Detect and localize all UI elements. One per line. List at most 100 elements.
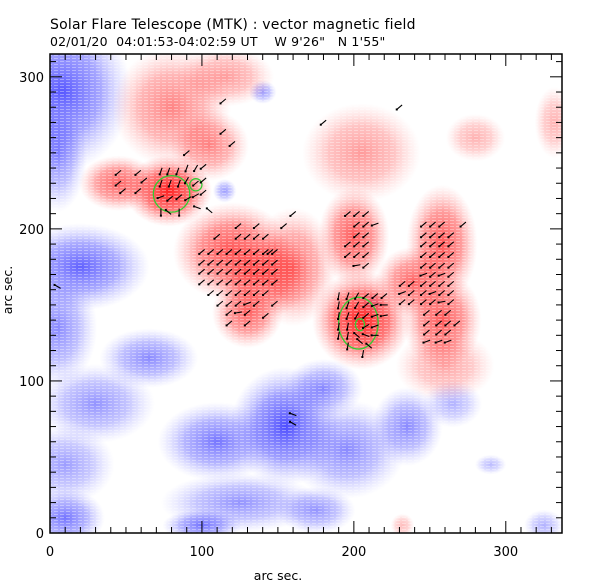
field-vector-head [234, 227, 237, 230]
field-vector [371, 324, 379, 328]
position-west: W 9'26" [274, 34, 326, 49]
field-vector-head [361, 356, 364, 359]
field-vector-head [398, 284, 401, 287]
axis-ticks [49, 54, 562, 534]
field-vector-head [228, 144, 231, 147]
field-vector [193, 164, 199, 172]
field-vector [193, 205, 201, 210]
field-vector-head [198, 272, 201, 275]
field-vector-head [345, 307, 348, 310]
field-vector-head [175, 198, 178, 201]
field-vector-head [447, 266, 450, 269]
field-vector-head [234, 293, 237, 296]
x-tick-label: 300 [493, 545, 518, 560]
field-vector-head [352, 264, 355, 267]
field-vector-head [252, 272, 255, 275]
field-vector [289, 412, 297, 417]
field-vector-head [420, 255, 423, 258]
field-vector-head [447, 293, 450, 296]
field-vector [371, 222, 379, 227]
field-vector-head [429, 236, 432, 239]
field-vector-head [243, 324, 246, 327]
field-vector-head [346, 328, 349, 331]
field-vector-head [225, 324, 228, 327]
field-vector-head [435, 333, 438, 336]
field-vector-head [225, 252, 228, 255]
field-vector-head [438, 284, 441, 287]
field-vector [438, 272, 446, 277]
field-vector-head [225, 313, 228, 316]
scanline-texture [50, 54, 562, 533]
field-vector [346, 292, 350, 300]
field-vector-head [447, 275, 450, 278]
field-vector-head [166, 173, 169, 176]
field-vector [337, 322, 340, 330]
field-vector-head [225, 304, 228, 307]
field-vector [362, 333, 370, 338]
field-vector-head [158, 185, 161, 188]
field-vector [371, 303, 379, 307]
field-vector-head [370, 305, 373, 308]
field-vector-head [353, 225, 356, 228]
field-vector-head [252, 293, 255, 296]
field-vector-head [166, 199, 169, 202]
field-vector [429, 291, 437, 295]
field-vector-head [443, 341, 446, 344]
field-vector-head [398, 303, 401, 306]
y-tick-label: 300 [19, 71, 44, 86]
field-vector-head [183, 154, 186, 157]
field-vector-head [444, 333, 447, 336]
field-vector-head [234, 263, 237, 266]
field-vector [185, 164, 189, 172]
field-vector-head [199, 167, 202, 170]
field-vector [157, 195, 165, 199]
field-vector [346, 301, 350, 309]
field-vector-head [176, 185, 179, 188]
field-vector-head [198, 252, 201, 255]
field-vector [361, 350, 365, 358]
field-vector-head [437, 301, 440, 304]
field-vector [337, 312, 340, 320]
field-vector-head [262, 272, 265, 275]
field-vector-head [262, 293, 265, 296]
field-vector [54, 284, 61, 289]
field-vector-head [198, 263, 201, 266]
x-axis-tick-labels: 0 100 200 300 [46, 545, 518, 560]
field-vector-head [453, 324, 456, 327]
field-vector-head [353, 245, 356, 248]
field-vector-head [289, 420, 292, 423]
field-vector [337, 292, 340, 300]
field-vector [177, 179, 181, 187]
field-vector-head [354, 306, 357, 309]
field-vector-head [199, 181, 202, 184]
field-vector-head [134, 173, 137, 176]
field-vector-head [243, 283, 246, 286]
field-vector [346, 342, 349, 350]
field-vector-head [344, 255, 347, 258]
field-contour [189, 178, 203, 192]
field-vector-head [252, 237, 255, 240]
field-vector-head [346, 348, 349, 351]
plot-frame [49, 53, 563, 534]
field-vector-head [225, 272, 228, 275]
field-vector-head [353, 214, 356, 217]
field-vector [371, 313, 379, 318]
field-vector-head [243, 237, 246, 240]
field-vector-head [420, 225, 423, 228]
field-vector-head [438, 266, 441, 269]
field-vector-head [353, 236, 356, 239]
field-vector-head [193, 205, 196, 208]
field-vector-head [288, 412, 291, 415]
field-vector [289, 421, 297, 426]
field-vector [435, 339, 443, 344]
field-vector-head [438, 236, 441, 239]
field-vector-head [398, 292, 401, 295]
field-vector [166, 167, 171, 175]
field-vector-head [420, 245, 423, 248]
field-vector-head [225, 293, 228, 296]
field-vector-head [243, 252, 246, 255]
field-vector-head [337, 337, 340, 340]
field-vector-head [429, 255, 432, 258]
field-vector-head [192, 184, 195, 187]
field-vector-head [337, 307, 340, 310]
